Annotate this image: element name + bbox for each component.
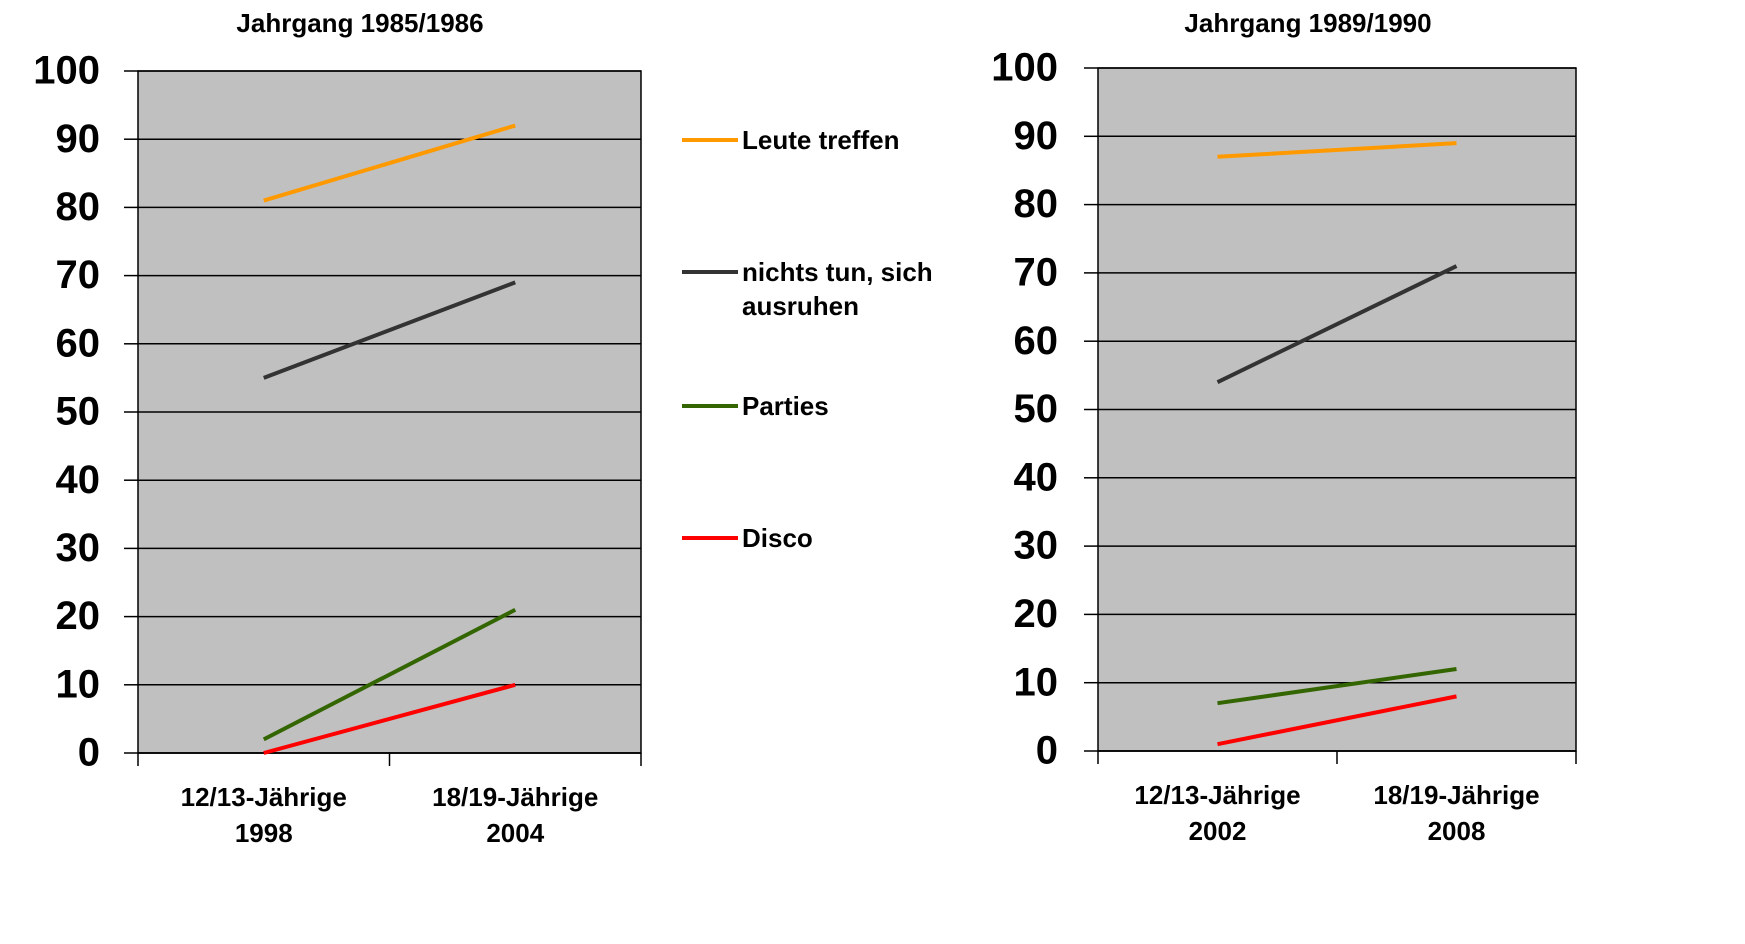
x-tick-label: 1998: [235, 818, 293, 848]
y-tick-label: 60: [56, 321, 101, 365]
y-tick-label: 50: [56, 390, 101, 434]
y-tick-label: 20: [56, 594, 101, 638]
legend-label: Disco: [742, 523, 813, 553]
y-tick-label: 90: [56, 117, 101, 161]
x-tick-label: 2008: [1428, 816, 1486, 846]
x-tick-label: 2004: [486, 818, 544, 848]
y-tick-label: 10: [56, 662, 101, 706]
y-tick-label: 50: [1014, 387, 1059, 431]
series-line: [263, 280, 516, 380]
series-line: [1217, 141, 1457, 159]
y-tick-label: 0: [78, 731, 100, 775]
x-tick-label: 12/13-Jährige: [181, 782, 347, 812]
y-tick-label: 90: [1014, 114, 1059, 158]
y-tick-label: 70: [1014, 250, 1059, 294]
y-tick-label: 70: [56, 253, 101, 297]
series-line: [1216, 264, 1458, 384]
y-tick-label: 40: [1014, 455, 1059, 499]
y-tick-label: 20: [1014, 592, 1059, 636]
chart-title: Jahrgang 1985/1986: [236, 8, 483, 38]
legend-label: Parties: [742, 391, 829, 421]
y-tick-label: 40: [56, 458, 101, 502]
x-tick-label: 18/19-Jährige: [432, 782, 598, 812]
chart-title: Jahrgang 1989/1990: [1184, 8, 1431, 38]
y-tick-label: 80: [1014, 182, 1059, 226]
y-tick-label: 80: [56, 185, 101, 229]
y-tick-label: 10: [1014, 660, 1059, 704]
series-line: [262, 608, 517, 742]
y-tick-label: 30: [1014, 524, 1059, 568]
series-line: [1217, 694, 1457, 747]
y-tick-label: 100: [33, 49, 100, 93]
legend-label: nichts tun, sich ausruhen: [742, 257, 933, 321]
series-line: [263, 682, 516, 755]
series-line: [263, 123, 516, 203]
x-tick-label: 12/13-Jährige: [1134, 780, 1300, 810]
x-tick-label: 18/19-Jährige: [1373, 780, 1539, 810]
x-tick-label: 2002: [1189, 816, 1247, 846]
series-line: [1217, 667, 1457, 706]
y-tick-label: 60: [1014, 319, 1059, 363]
y-tick-label: 100: [991, 46, 1058, 90]
legend-label: Leute treffen: [742, 125, 900, 155]
y-tick-label: 0: [1036, 729, 1058, 773]
y-tick-label: 30: [56, 526, 101, 570]
